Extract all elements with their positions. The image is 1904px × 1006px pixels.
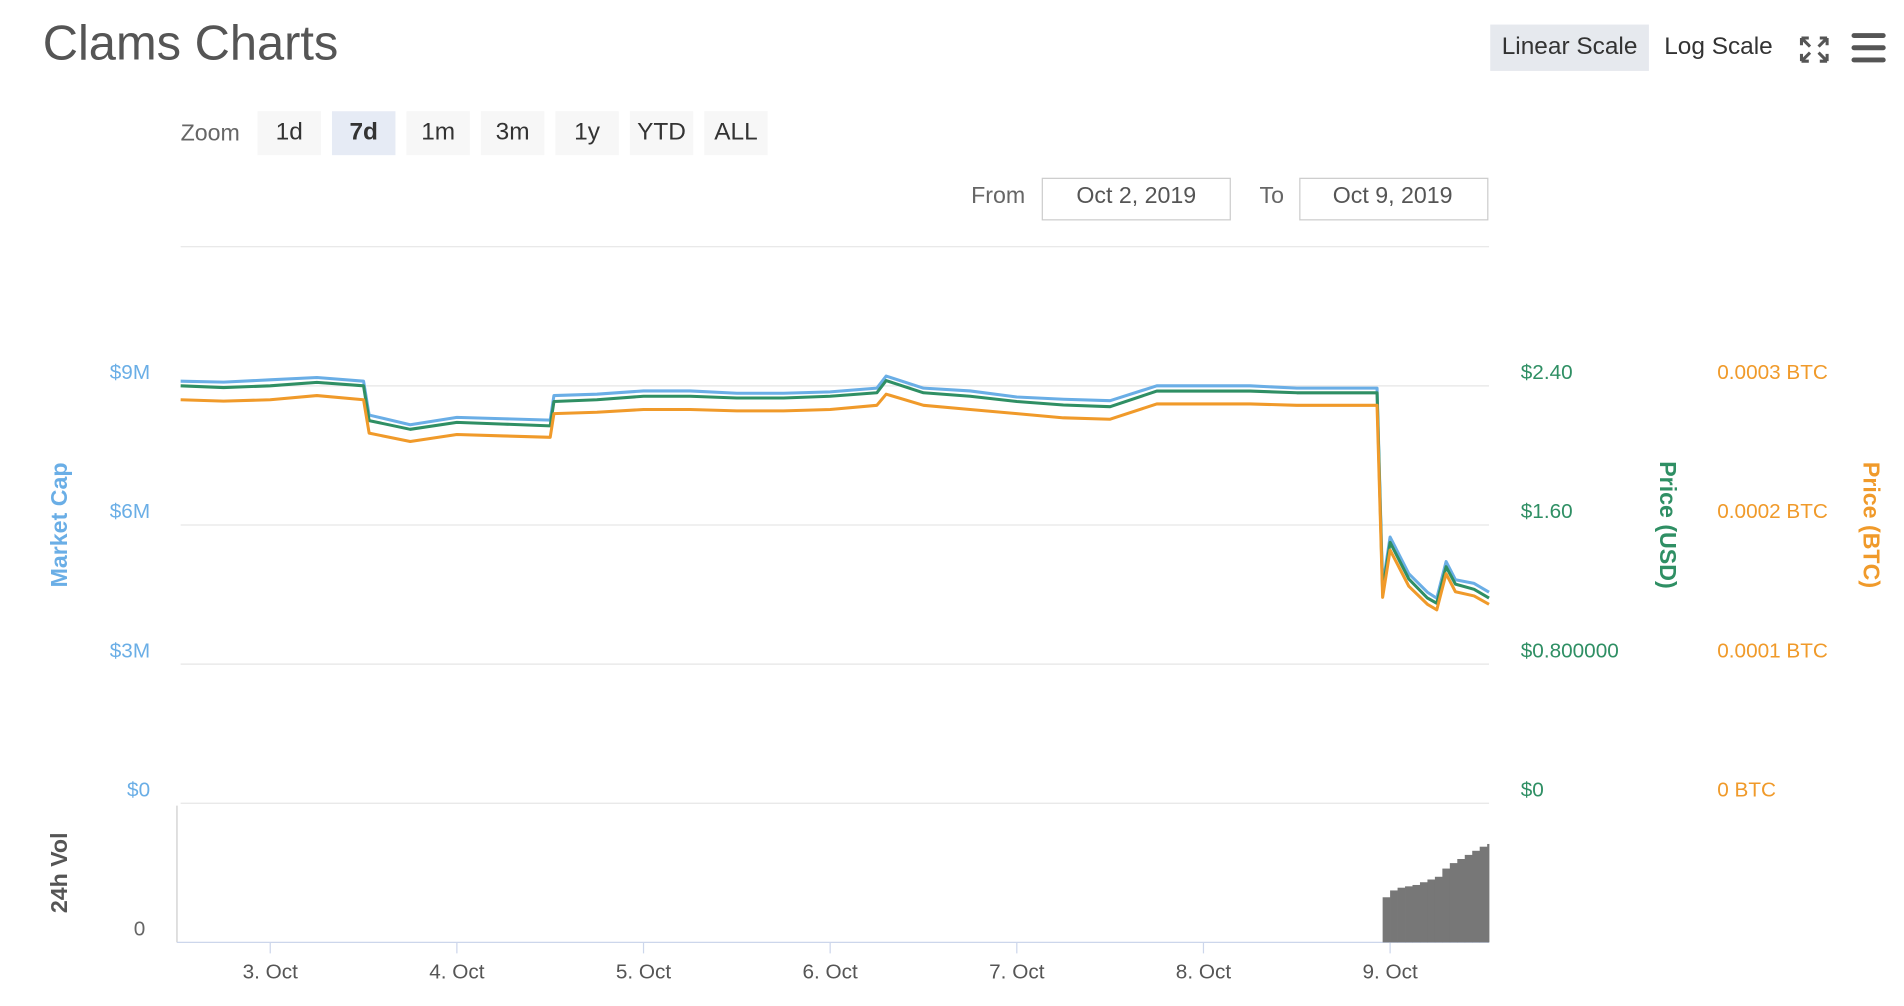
volume-bar <box>1449 863 1458 943</box>
scale-button-label: Log Scale <box>1664 33 1773 60</box>
zoom-button-label: 3m <box>496 119 530 146</box>
fullscreen-icon[interactable] <box>1799 36 1829 63</box>
zoom-button[interactable] <box>480 111 545 156</box>
zoom-button[interactable] <box>406 111 470 156</box>
y3-axis-title: Price (BTC) <box>1859 462 1885 588</box>
volume-bar <box>1427 879 1436 943</box>
scale-button[interactable] <box>1490 24 1649 71</box>
zoom-button-label: 1y <box>574 119 601 146</box>
y3-tick-label: 0.0001 BTC <box>1717 639 1828 662</box>
from-value: Oct 2, 2019 <box>1076 182 1196 208</box>
x-tick-label: 7. Oct <box>989 960 1045 983</box>
y-tick-label: $3M <box>110 639 150 662</box>
zoom-button-label: 1m <box>421 119 455 146</box>
y-axis-title: 24h Vol <box>46 832 72 913</box>
volume-bar <box>1412 884 1421 943</box>
series-line <box>180 379 1490 605</box>
x-tick-label: 5. Oct <box>616 960 672 983</box>
zoom-button-label: ALL <box>714 119 757 146</box>
volume-bar <box>1397 887 1406 943</box>
volume-bar <box>1457 858 1466 943</box>
scale-button-label: Linear Scale <box>1502 33 1638 60</box>
volume-bar <box>1442 868 1451 943</box>
volume-bar <box>1390 890 1398 943</box>
zoom-button-label: 7d <box>349 119 377 146</box>
y-tick-label: $0 <box>127 779 150 802</box>
volume-bar <box>1464 854 1473 943</box>
to-value: Oct 9, 2019 <box>1333 182 1453 208</box>
zoom-button[interactable] <box>704 111 768 156</box>
zoom-button-label: 1d <box>276 119 303 146</box>
series-line <box>180 392 1490 612</box>
volume-bar <box>1479 846 1488 943</box>
page-title: Clams Charts <box>43 16 339 70</box>
x-tick-label: 6. Oct <box>803 960 859 983</box>
y2-tick-label: $0 <box>1521 779 1544 802</box>
y2-tick-label: $1.60 <box>1521 500 1573 523</box>
y-axis-title: Market Cap <box>46 463 72 588</box>
fullscreen-glyph <box>1799 36 1829 63</box>
volume-bar <box>1382 897 1391 943</box>
zoom-button-label: YTD <box>637 119 686 146</box>
y2-tick-label: $0.800000 <box>1521 639 1619 662</box>
volume-bar <box>1419 882 1428 943</box>
volume-bar <box>1434 876 1443 943</box>
from-label: From <box>971 182 1025 208</box>
zoom-button[interactable] <box>257 111 321 156</box>
volume-bar <box>1405 886 1413 943</box>
to-input[interactable] <box>1299 177 1489 221</box>
y3-tick-label: 0.0003 BTC <box>1717 361 1828 384</box>
volume-bar <box>1487 843 1490 943</box>
y-tick-label: 0 <box>134 918 146 941</box>
scale-button[interactable] <box>1653 24 1784 71</box>
y2-axis-title: Price (USD) <box>1655 461 1681 588</box>
y3-tick-label: 0 BTC <box>1717 779 1776 802</box>
zoom-button[interactable] <box>331 111 396 156</box>
y3-tick-label: 0.0002 BTC <box>1717 500 1828 523</box>
y2-tick-label: $2.40 <box>1521 361 1573 384</box>
y-tick-label: $9M <box>110 361 150 384</box>
x-tick-label: 8. Oct <box>1176 960 1232 983</box>
zoom-button[interactable] <box>555 111 619 156</box>
volume-bar <box>1472 850 1481 943</box>
y-tick-label: $6M <box>110 500 150 523</box>
zoom-button[interactable] <box>629 111 694 156</box>
x-tick-label: 3. Oct <box>243 960 299 983</box>
x-tick-label: 9. Oct <box>1362 960 1418 983</box>
zoom-label: Zoom <box>181 120 240 146</box>
series-line <box>180 374 1490 600</box>
to-label: To <box>1259 182 1283 208</box>
x-tick-label: 4. Oct <box>429 960 485 983</box>
menu-icon[interactable] <box>1851 33 1886 63</box>
from-input[interactable] <box>1041 177 1231 221</box>
